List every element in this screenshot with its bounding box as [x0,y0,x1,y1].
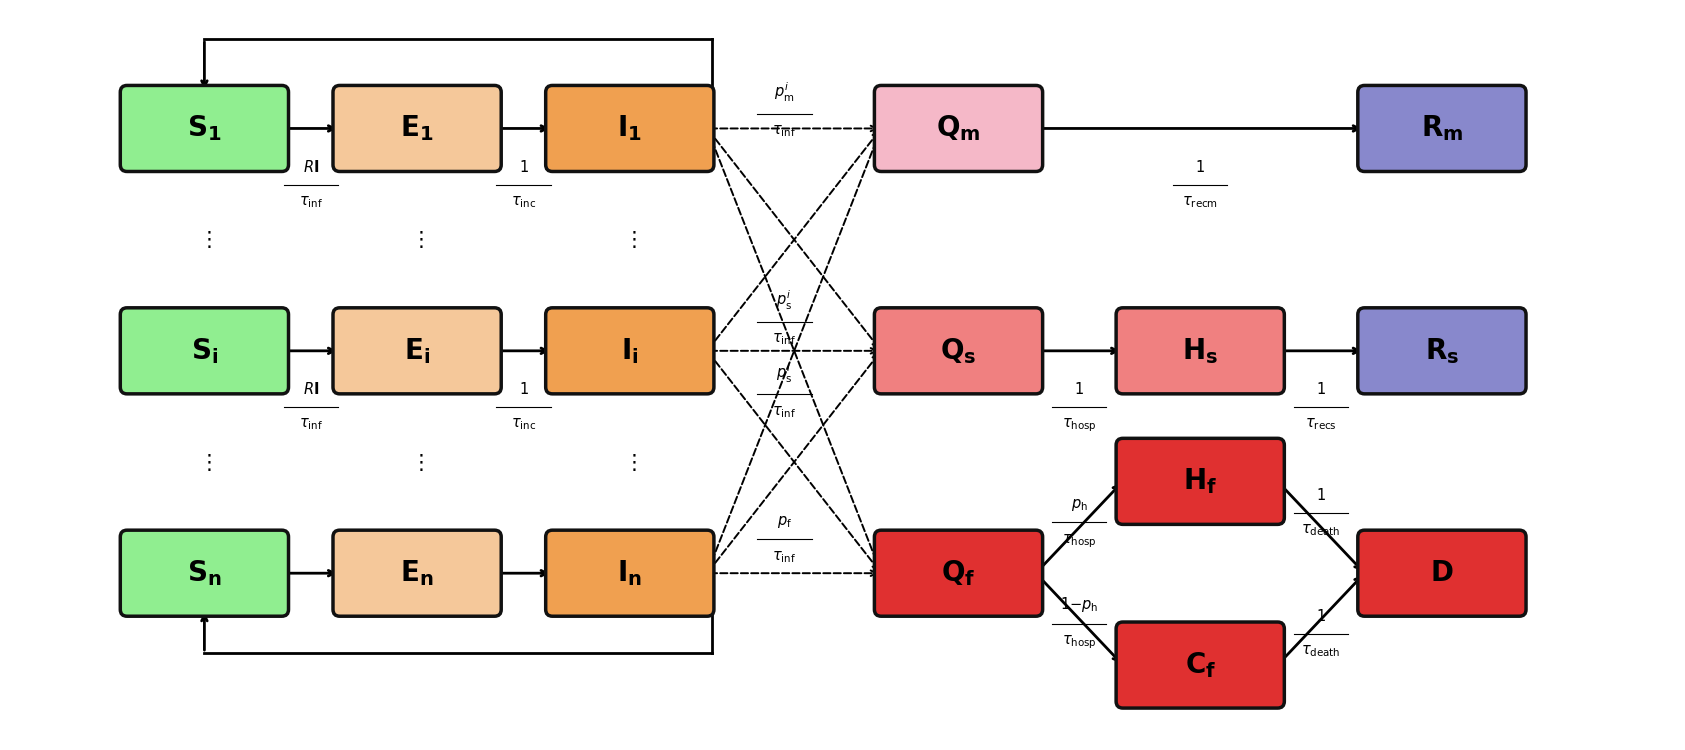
Text: $\mathbf{D}$: $\mathbf{D}$ [1431,560,1454,587]
Text: $1$: $1$ [1075,381,1085,398]
Text: $\mathbf{R}_{\mathbf{m}}$: $\mathbf{R}_{\mathbf{m}}$ [1420,113,1463,143]
FancyBboxPatch shape [334,530,500,616]
Text: $\vdots$: $\vdots$ [411,230,425,251]
Text: $p_{\mathrm{m}}^{i}$: $p_{\mathrm{m}}^{i}$ [775,81,795,104]
Text: $\mathbf{R}_{\mathbf{s}}$: $\mathbf{R}_{\mathbf{s}}$ [1426,336,1459,366]
FancyBboxPatch shape [120,308,288,394]
Text: $\tau_{\mathrm{death}}$: $\tau_{\mathrm{death}}$ [1301,523,1341,538]
Text: $\mathbf{C}_{\mathbf{f}}$: $\mathbf{C}_{\mathbf{f}}$ [1185,650,1217,680]
Text: $1$: $1$ [519,159,529,175]
Text: $\vdots$: $\vdots$ [623,452,637,472]
Text: $\vdots$: $\vdots$ [411,452,425,472]
Text: $\mathbf{E}_{\mathbf{1}}$: $\mathbf{E}_{\mathbf{1}}$ [401,113,433,143]
Text: $p_{\mathrm{h}}$: $p_{\mathrm{h}}$ [1072,496,1089,513]
FancyBboxPatch shape [546,86,714,172]
Text: $\vdots$: $\vdots$ [197,230,211,251]
Text: $\tau_{\mathrm{inf}}$: $\tau_{\mathrm{inf}}$ [298,416,324,432]
Text: $R\mathbf{I}$: $R\mathbf{I}$ [303,381,318,398]
Text: $\mathbf{Q}_{\mathbf{m}}$: $\mathbf{Q}_{\mathbf{m}}$ [937,113,981,143]
Text: $\tau_{\mathrm{hosp}}$: $\tau_{\mathrm{hosp}}$ [1062,416,1097,434]
Text: $\mathbf{I}_{\mathbf{1}}$: $\mathbf{I}_{\mathbf{1}}$ [617,113,642,143]
Text: $\mathbf{H}_{\mathbf{s}}$: $\mathbf{H}_{\mathbf{s}}$ [1183,336,1218,366]
FancyBboxPatch shape [120,86,288,172]
FancyBboxPatch shape [546,308,714,394]
Text: $\tau_{\mathrm{hosp}}$: $\tau_{\mathrm{hosp}}$ [1062,634,1097,651]
Text: $p_{\mathrm{s}}^{i}$: $p_{\mathrm{s}}^{i}$ [777,289,792,312]
FancyBboxPatch shape [1358,86,1527,172]
Text: $\mathbf{E}_{\mathbf{n}}$: $\mathbf{E}_{\mathbf{n}}$ [401,558,435,588]
Text: $\mathbf{E}_{\mathbf{i}}$: $\mathbf{E}_{\mathbf{i}}$ [404,336,430,366]
Text: $\mathbf{I}_{\mathbf{i}}$: $\mathbf{I}_{\mathbf{i}}$ [622,336,639,366]
Text: $\tau_{\mathrm{inf}}$: $\tau_{\mathrm{inf}}$ [772,124,797,140]
Text: $p_{\mathrm{s}}^{i}$: $p_{\mathrm{s}}^{i}$ [777,362,792,385]
Text: $\tau_{\mathrm{inc}}$: $\tau_{\mathrm{inc}}$ [511,194,536,210]
Text: $p_{\mathrm{f}}$: $p_{\mathrm{f}}$ [777,514,792,529]
FancyBboxPatch shape [875,86,1043,172]
FancyBboxPatch shape [875,308,1043,394]
FancyBboxPatch shape [1115,308,1284,394]
Text: $1{-}p_{\mathrm{h}}$: $1{-}p_{\mathrm{h}}$ [1060,596,1099,614]
Text: $1$: $1$ [1316,487,1326,503]
FancyBboxPatch shape [1115,438,1284,524]
Text: $\tau_{\mathrm{death}}$: $\tau_{\mathrm{death}}$ [1301,644,1341,659]
Text: $1$: $1$ [1316,381,1326,398]
Text: $\mathbf{I}_{\mathbf{n}}$: $\mathbf{I}_{\mathbf{n}}$ [617,558,642,588]
FancyBboxPatch shape [1358,530,1527,616]
Text: $1$: $1$ [519,381,529,398]
Text: $\vdots$: $\vdots$ [197,452,211,472]
Text: $\tau_{\mathrm{inf}}$: $\tau_{\mathrm{inf}}$ [772,404,797,420]
Text: $1$: $1$ [1195,159,1205,175]
FancyBboxPatch shape [334,86,500,172]
Text: $\vdots$: $\vdots$ [623,230,637,251]
Text: $\tau_{\mathrm{inf}}$: $\tau_{\mathrm{inf}}$ [772,549,797,565]
Text: $\tau_{\mathrm{inf}}$: $\tau_{\mathrm{inf}}$ [298,194,324,210]
Text: $\mathbf{Q}_{\mathbf{s}}$: $\mathbf{Q}_{\mathbf{s}}$ [940,336,977,366]
Text: $\mathbf{S}_{\mathbf{1}}$: $\mathbf{S}_{\mathbf{1}}$ [187,113,222,143]
FancyBboxPatch shape [120,530,288,616]
Text: $\tau_{\mathrm{recs}}$: $\tau_{\mathrm{recs}}$ [1306,416,1336,432]
FancyBboxPatch shape [1358,308,1527,394]
Text: $\tau_{\mathrm{inf}}$: $\tau_{\mathrm{inf}}$ [772,332,797,347]
Text: $\tau_{\mathrm{inc}}$: $\tau_{\mathrm{inc}}$ [511,416,536,432]
FancyBboxPatch shape [1115,622,1284,708]
FancyBboxPatch shape [875,530,1043,616]
Text: $1$: $1$ [1316,608,1326,624]
FancyBboxPatch shape [334,308,500,394]
Text: $R\mathbf{I}$: $R\mathbf{I}$ [303,159,318,175]
FancyBboxPatch shape [546,530,714,616]
Text: $\tau_{\mathrm{hosp}}$: $\tau_{\mathrm{hosp}}$ [1062,532,1097,550]
Text: $\mathbf{Q}_{\mathbf{f}}$: $\mathbf{Q}_{\mathbf{f}}$ [942,558,976,588]
Text: $\mathbf{H}_{\mathbf{f}}$: $\mathbf{H}_{\mathbf{f}}$ [1183,466,1217,496]
Text: $\mathbf{S}_{\mathbf{n}}$: $\mathbf{S}_{\mathbf{n}}$ [187,558,222,588]
Text: $\mathbf{S}_{\mathbf{i}}$: $\mathbf{S}_{\mathbf{i}}$ [190,336,217,366]
Text: $\tau_{\mathrm{recm}}$: $\tau_{\mathrm{recm}}$ [1183,194,1218,210]
